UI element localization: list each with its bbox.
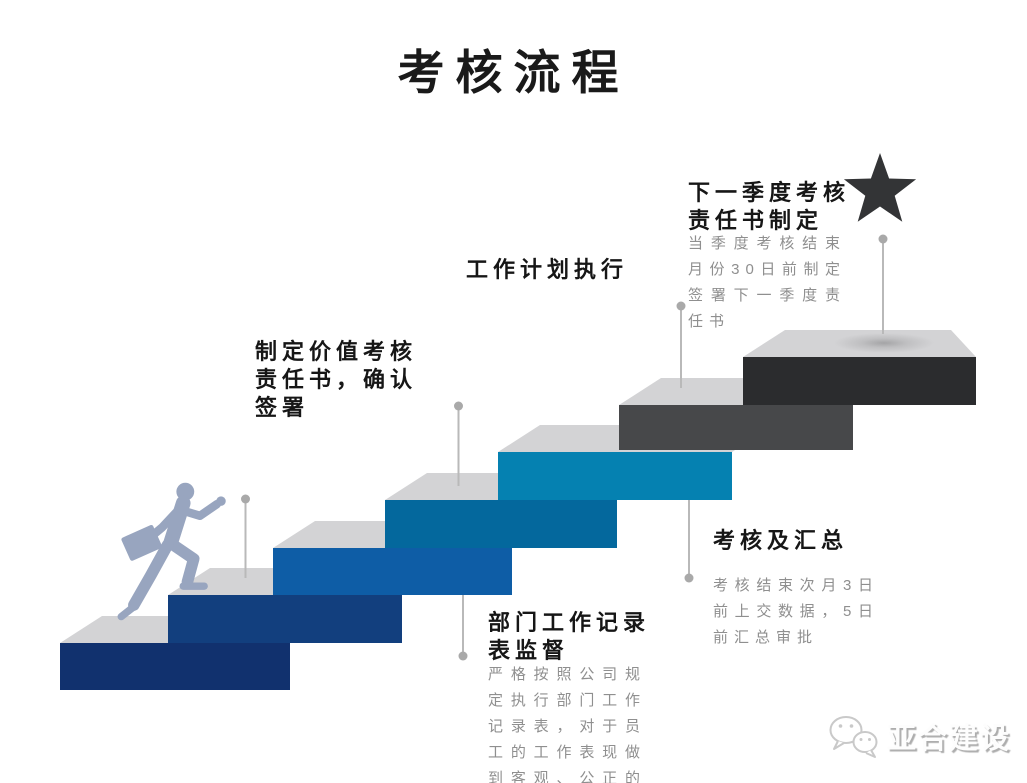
brand-name: 亚合建设 — [886, 723, 1011, 755]
figure-front-arm — [174, 500, 221, 520]
step-front-7 — [743, 357, 976, 405]
connector-dots — [241, 234, 888, 661]
step-front-3 — [273, 548, 512, 595]
connector-dot-2 — [454, 401, 463, 411]
step-front-2 — [168, 595, 402, 643]
step-front-6 — [619, 405, 853, 450]
stage-body-assessment-summary: 考核结束次月3日前上交数据，5日前汇总审批 — [713, 577, 879, 646]
figure-fist — [216, 496, 226, 506]
stage-body-record-supervision: 严格按照公司规定执行部门工作记录表，对于员工的工作表现做到客观、公正的记录 — [488, 666, 646, 783]
connector-lines — [244, 241, 884, 655]
figure-back-foot — [117, 601, 140, 621]
step-front-5 — [498, 452, 732, 500]
page-title: 考核流程 — [397, 46, 630, 99]
figure-front-leg — [164, 537, 200, 588]
stage-body-next-quarter: 当季度考核结束月份30日前制定签署下一季度责任书 — [688, 235, 846, 330]
step-front-1 — [60, 643, 290, 690]
figure-back-leg — [128, 539, 174, 611]
brand-watermark: 亚合建设 — [827, 712, 1011, 760]
connector-dot-6 — [458, 651, 468, 661]
businessman-climbing-icon — [117, 482, 226, 621]
connector-dot-1 — [241, 494, 250, 504]
step-front-4 — [385, 500, 617, 548]
star-icon — [843, 153, 917, 222]
stage-heading-next-quarter: 下一季度考核责任书制定 — [688, 180, 851, 233]
wechat-icon — [829, 716, 878, 758]
connector-dot-3 — [676, 301, 686, 311]
top-step-dimple-shadow — [834, 333, 934, 353]
connector-dot-4 — [878, 234, 888, 244]
figure-head — [176, 482, 195, 501]
stage-heading-work-plan-execution: 工作计划执行 — [466, 257, 629, 282]
figure-briefcase — [121, 525, 162, 561]
stage-heading-plan-responsibility: 制定价值考核责任书，确认签署 — [255, 339, 418, 420]
connector-dot-5 — [684, 573, 694, 583]
stage-heading-record-supervision: 部门工作记录表监督 — [488, 610, 651, 663]
stage-heading-assessment-summary: 考核及汇总 — [713, 528, 849, 553]
